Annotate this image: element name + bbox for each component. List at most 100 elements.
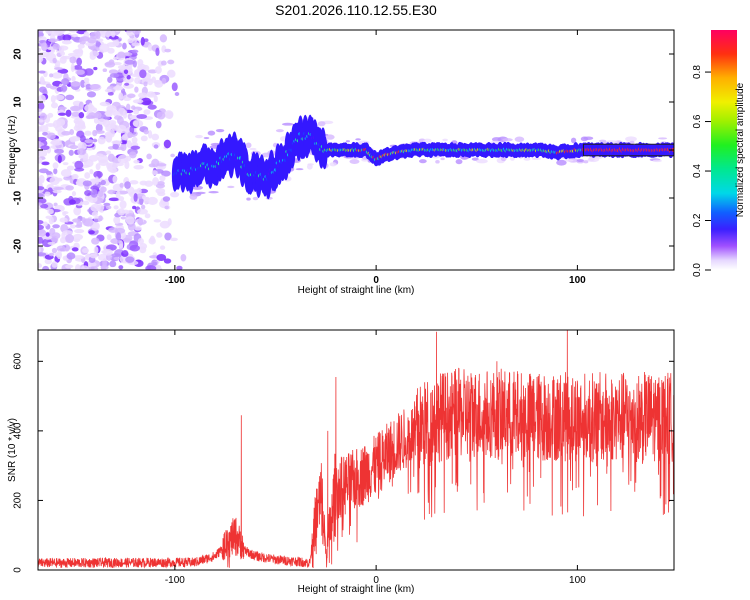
heatmap-noise-blob — [52, 162, 59, 169]
heatmap-noise-blob — [82, 180, 92, 187]
heatmap-noise-blob — [62, 162, 69, 166]
heatmap-noise-blob — [93, 218, 99, 223]
colorbar: 0.0 0.2 0.4 0.6 0.8 Normalized spectral ampl… — [692, 30, 746, 277]
heatmap-noise-blob — [71, 111, 81, 117]
heatmap-noise-blob — [167, 218, 172, 226]
heatmap-noise-blob — [38, 149, 48, 158]
colorbar-gradient — [711, 30, 737, 270]
heatmap-noise-blob — [41, 161, 50, 166]
heatmap-noise-blob — [152, 261, 158, 266]
heatmap-noise-blob — [72, 233, 84, 241]
heatmap-noise-blob — [139, 243, 148, 250]
y-tick-label: 400 — [13, 422, 24, 439]
heatmap-noise-blob — [77, 148, 87, 156]
heatmap-noise-blob — [68, 199, 76, 205]
heatmap-noise-blob — [82, 154, 88, 164]
heatmap-noise-blob — [129, 244, 140, 252]
heatmap-noise-blob — [151, 76, 157, 83]
heatmap-noise-blob — [57, 154, 62, 164]
heatmap-noise-blob — [295, 168, 304, 171]
heatmap-noise-blob — [139, 69, 147, 79]
heatmap-noise-blob — [147, 43, 153, 52]
heatmap-noise-blob — [118, 196, 125, 202]
heatmap-noise-blob — [121, 134, 129, 141]
heatmap-noise-blob — [159, 220, 171, 229]
heatmap-noise-blob — [86, 91, 97, 98]
heatmap-noise-blob — [107, 189, 116, 195]
heatmap-noise-blob — [131, 42, 141, 47]
heatmap-noise-blob — [52, 224, 60, 229]
heatmap-noise-blob — [576, 158, 584, 163]
heatmap-noise-blob — [144, 213, 151, 219]
heatmap-noise-blob — [39, 76, 45, 84]
heatmap-noise-blob — [207, 130, 216, 136]
heatmap-noise-blob — [136, 187, 142, 195]
heatmap-noise-blob — [108, 69, 119, 75]
heatmap-noise-blob — [104, 116, 111, 121]
x-tick-label: 100 — [569, 275, 586, 286]
heatmap-noise-blob — [62, 211, 69, 215]
x-tick-label: -100 — [165, 575, 185, 586]
heatmap-noise-blob — [91, 237, 100, 245]
heatmap-noise-blob — [70, 136, 81, 142]
heatmap-noise-blob — [90, 203, 101, 212]
heatmap-noise-blob — [97, 118, 107, 125]
heatmap-noise-blob — [89, 253, 98, 259]
heatmap-noise-blob — [419, 159, 427, 164]
heatmap-noise-blob — [89, 50, 100, 57]
heatmap-noise-blob — [159, 245, 166, 250]
heatmap-noise-blob — [108, 129, 115, 138]
heatmap-noise-blob — [130, 73, 140, 78]
heatmap-noise-blob — [281, 122, 294, 126]
heatmap-noise-blob — [38, 193, 44, 198]
heatmap-noise-blob — [73, 238, 81, 243]
heatmap-noise-blob — [77, 142, 87, 151]
y-tick-label: 0 — [13, 567, 24, 573]
heatmap-noise-blob — [145, 265, 157, 270]
heatmap-noise-blob — [93, 117, 99, 124]
heatmap-noise-blob — [137, 217, 144, 226]
heatmap-noise-blob — [98, 215, 103, 221]
heatmap-noise-blob — [51, 247, 58, 254]
heatmap-noise-blob — [44, 191, 51, 197]
heatmap-noise-blob — [93, 246, 99, 255]
heatmap-noise-blob — [435, 159, 440, 164]
y-tick-label: -10 — [13, 190, 24, 205]
heatmap-noise-blob — [629, 140, 635, 144]
heatmap-noise-blob — [77, 43, 85, 49]
heatmap-noise-blob — [442, 138, 448, 142]
heatmap-noise-blob — [163, 139, 172, 149]
y-tick-label: 600 — [13, 353, 24, 370]
heatmap-noise-blob — [570, 137, 577, 144]
heatmap-noise-blob — [45, 232, 50, 237]
heatmap-noise-blob — [115, 190, 121, 199]
heatmap-noise-blob — [164, 48, 172, 53]
heatmap-noise-blob — [203, 137, 210, 140]
heatmap-noise-blob — [61, 39, 72, 45]
heatmap-noise-blob — [81, 248, 90, 254]
heatmap-noise-blob — [140, 97, 152, 106]
heatmap-noise-blob — [57, 112, 67, 116]
heatmap-noise-blob — [164, 232, 172, 241]
heatmap-noise-blob — [60, 169, 72, 178]
heatmap-noise-blob — [40, 203, 49, 209]
heatmap-noise-blob — [59, 217, 68, 223]
heatmap-noise-blob — [38, 102, 45, 110]
heatmap-noise-blob — [71, 191, 77, 197]
heatmap-noise-blob — [52, 57, 57, 64]
heatmap-noise-blob — [155, 120, 162, 129]
heatmap-noise-blob — [131, 136, 138, 144]
heatmap-noise-blob — [81, 265, 89, 270]
heatmap-noise-blob — [122, 42, 127, 50]
colorbar-tick-label: 0.0 — [692, 263, 703, 277]
spectrogram-y-label: Frequency (Hz) — [7, 116, 18, 185]
heatmap-noise-blob — [75, 69, 85, 75]
heatmap-noise-blob — [89, 83, 101, 90]
heatmap-noise-blob — [39, 125, 49, 133]
x-tick-label: 0 — [373, 275, 379, 286]
heatmap-noise-blob — [75, 224, 83, 228]
heatmap-noise-blob — [56, 245, 66, 252]
heatmap-noise-blob — [127, 93, 136, 98]
heatmap-noise-blob — [471, 157, 479, 161]
heatmap-noise-blob — [112, 56, 118, 61]
